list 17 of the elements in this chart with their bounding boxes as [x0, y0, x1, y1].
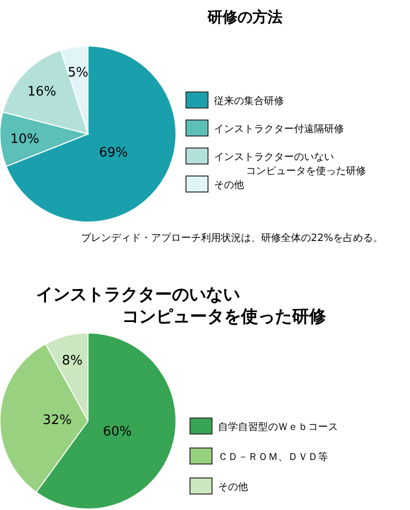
legend-label: 従来の集合研修: [214, 95, 284, 107]
legend-label: その他: [214, 179, 244, 191]
data-label: 69%: [99, 145, 128, 160]
legend-label: 自学自習型のＷｅｂコース: [218, 421, 338, 433]
data-label: 32%: [42, 413, 72, 428]
legend-label: その他: [218, 481, 248, 493]
legend-label: インストラクター付遠隔研修: [214, 123, 344, 135]
data-label: 5%: [68, 65, 88, 80]
legend-label: ＣＤ－ＲＯＭ、ＤＶＤ等: [218, 451, 328, 463]
data-label: 8%: [62, 354, 83, 369]
chart-title: 研修の方法: [206, 8, 282, 26]
chart-title: インストラクターのいないコンピュータを使った研修: [36, 285, 327, 327]
text: ブレンディド・アプローチ利用状況は、研修全体の22%を占める。: [80, 232, 384, 244]
legend-label: インストラクターのいないコンピュータを使った研修: [214, 152, 366, 177]
data-label: 60%: [102, 424, 132, 440]
data-label: 16%: [27, 84, 56, 100]
data-label: 10%: [10, 132, 40, 147]
